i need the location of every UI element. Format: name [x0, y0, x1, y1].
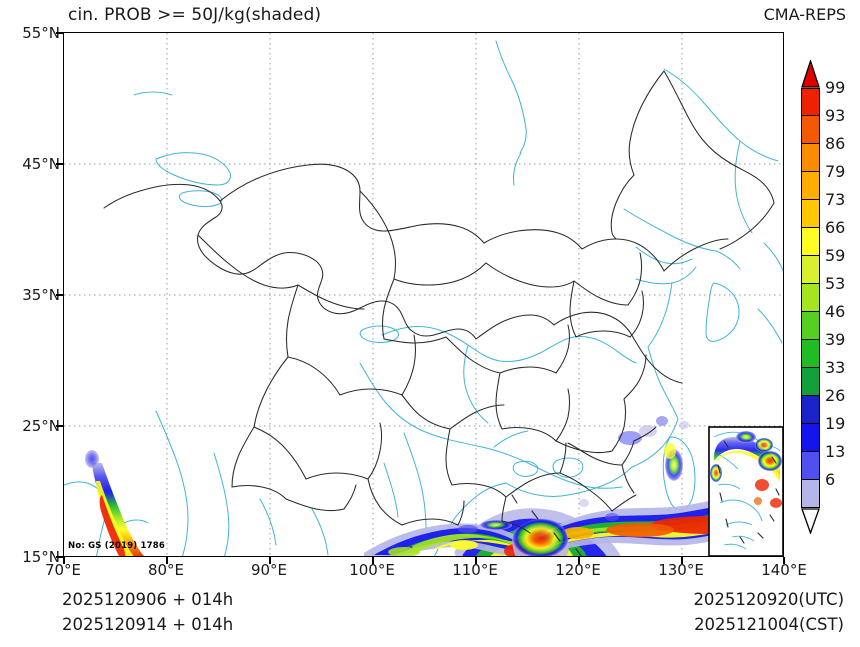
- x-tick-label-120E: 120°E: [555, 561, 601, 579]
- colorbar-band-33[interactable]: [801, 368, 820, 396]
- footer-valid-time-utc: 2025120920(UTC): [693, 590, 844, 609]
- colorbar-tick-66: 66: [825, 218, 846, 237]
- colorbar-tick-53: 53: [825, 274, 846, 293]
- colorbar-band-26[interactable]: [801, 396, 820, 424]
- colorbar-tick-33: 33: [825, 358, 846, 377]
- map-plot-area[interactable]: No: GS (2019) 1786: [63, 32, 784, 557]
- x-tick-mark: [578, 557, 580, 564]
- colorbar-tick-39: 39: [825, 330, 846, 349]
- y-tick-mark: [56, 556, 63, 558]
- colorbar-band-19[interactable]: [801, 424, 820, 452]
- page-title: cin. PROB >= 50J/kg(shaded): [68, 5, 322, 25]
- colorbar-tick-13: 13: [825, 442, 846, 461]
- colorbar-tick-26: 26: [825, 386, 846, 405]
- south-china-sea-inset: [708, 426, 783, 556]
- colorbar-tick-46: 46: [825, 302, 846, 321]
- colorbar-tick-86: 86: [825, 134, 846, 153]
- x-tick-label-130E: 130°E: [658, 561, 704, 579]
- nine-dash-line: [511, 494, 582, 556]
- colorbar-bottom-arrow: [801, 508, 820, 534]
- y-tick-mark: [56, 163, 63, 165]
- y-tick-label-45N: 45°N: [22, 155, 60, 173]
- model-label: CMA-REPS: [763, 5, 846, 24]
- map-approval-number: No: GS (2019) 1786: [68, 541, 166, 551]
- colorbar-band-73[interactable]: [801, 200, 820, 228]
- colorbar-top-arrow: [801, 60, 820, 88]
- colorbar-band-53[interactable]: [801, 284, 820, 312]
- map-canvas: [64, 33, 783, 556]
- x-tick-mark: [475, 557, 477, 564]
- colorbar-band-13[interactable]: [801, 452, 820, 480]
- x-tick-label-90E: 90°E: [250, 561, 288, 579]
- footer-valid-time-cst: 2025121004(CST): [694, 615, 844, 634]
- colorbar-band-86[interactable]: [801, 144, 820, 172]
- x-tick-label-140E: 140°E: [761, 561, 807, 579]
- x-tick-mark: [681, 557, 683, 564]
- probability-shading-layer: [85, 416, 783, 556]
- x-tick-mark: [372, 557, 374, 564]
- x-tick-label-80E: 80°E: [147, 561, 185, 579]
- x-tick-mark: [166, 557, 168, 564]
- y-tick-label-55N: 55°N: [22, 24, 60, 42]
- colorbar-band-79[interactable]: [801, 172, 820, 200]
- footer-init-time-cst: 2025120914 + 014h: [62, 615, 234, 634]
- y-tick-mark: [56, 425, 63, 427]
- colorbar-tick-19: 19: [825, 414, 846, 433]
- administrative-boundaries: [103, 70, 775, 534]
- x-tick-mark: [783, 557, 785, 564]
- x-tick-mark: [269, 557, 271, 564]
- colorbar-band-59[interactable]: [801, 256, 820, 284]
- colorbar-band-6[interactable]: [801, 480, 820, 508]
- y-tick-mark: [56, 294, 63, 296]
- y-tick-label-25N: 25°N: [22, 417, 60, 435]
- y-tick-label-15N: 15°N: [22, 548, 60, 566]
- colorbar-tick-73: 73: [825, 190, 846, 209]
- colorbar-tick-6: 6: [825, 470, 836, 489]
- footer-init-time-utc: 2025120906 + 014h: [62, 590, 234, 609]
- colorbar-band-39[interactable]: [801, 340, 820, 368]
- gridlines: [64, 33, 783, 556]
- colorbar-tick-79: 79: [825, 162, 846, 181]
- y-tick-label-35N: 35°N: [22, 286, 60, 304]
- x-tick-mark: [63, 557, 65, 564]
- x-tick-label-100E: 100°E: [349, 561, 395, 579]
- colorbar-band-66[interactable]: [801, 228, 820, 256]
- x-tick-label-70E: 70°E: [44, 561, 82, 579]
- colorbar-band-46[interactable]: [801, 312, 820, 340]
- x-tick-label-110E: 110°E: [452, 561, 498, 579]
- colorbar-tick-59: 59: [825, 246, 846, 265]
- colorbar-tick-93: 93: [825, 106, 846, 125]
- colorbar-band-99[interactable]: [801, 88, 820, 116]
- colorbar-band-93[interactable]: [801, 116, 820, 144]
- y-tick-mark: [56, 32, 63, 34]
- colorbar-tick-99: 99: [825, 78, 846, 97]
- coastline-layer: [64, 40, 783, 556]
